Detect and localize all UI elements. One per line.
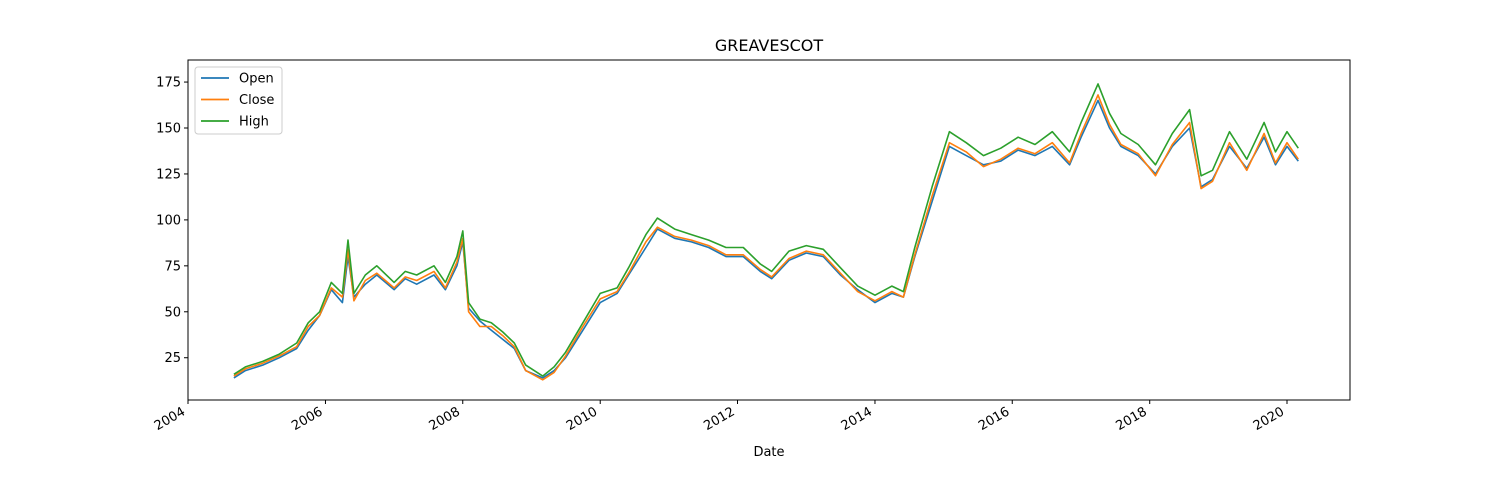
- series-line-high: [233, 83, 1299, 377]
- y-tick-label: 75: [164, 259, 181, 274]
- y-tick-label: 125: [156, 167, 181, 182]
- y-tick-label: 25: [164, 351, 181, 366]
- chart-title: GREAVESCOT: [715, 36, 824, 55]
- legend-label-close: Close: [239, 93, 274, 108]
- series-layer: [233, 83, 1299, 381]
- series-line-open: [233, 99, 1299, 379]
- y-tick-label: 100: [156, 213, 181, 228]
- series-line-close: [233, 94, 1299, 381]
- y-tick-label: 175: [156, 76, 181, 91]
- plot-frame: [187, 59, 1351, 401]
- legend-label-open: Open: [239, 72, 274, 87]
- legend: Open Close High: [194, 66, 283, 135]
- legend-label-high: High: [239, 115, 269, 130]
- legend-frame: [194, 66, 283, 135]
- y-tick-label: 150: [156, 122, 181, 137]
- x-axis-label: Date: [753, 445, 784, 460]
- y-tick-label: 50: [164, 305, 181, 320]
- y-axis: 25 50 75 100 125 150 175: [156, 76, 188, 366]
